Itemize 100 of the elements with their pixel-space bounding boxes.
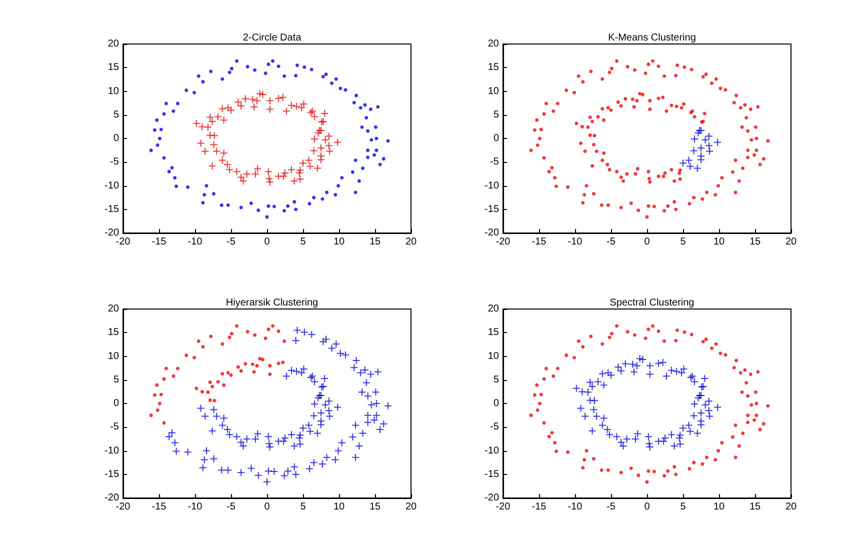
point — [281, 360, 285, 364]
point — [690, 146, 698, 155]
point — [268, 372, 272, 376]
point — [208, 380, 212, 384]
x-tick-label: -15 — [532, 236, 547, 248]
y-tick-label: 20 — [108, 304, 120, 314]
point — [149, 414, 153, 418]
y-tick-label: 10 — [108, 86, 120, 97]
x-tick-label: 20 — [405, 236, 417, 248]
y-tick-label: 0 — [113, 133, 120, 144]
x-tick-label: -15 — [152, 502, 167, 512]
x-tick-label: -15 — [532, 502, 547, 512]
point — [162, 377, 166, 381]
point — [693, 164, 702, 172]
y-tick-label: -15 — [104, 204, 120, 215]
x-tick-label: 5 — [300, 502, 306, 512]
y-tick-label: -20 — [104, 228, 120, 238]
point — [176, 366, 180, 370]
x-tick-label: 5 — [680, 502, 686, 512]
point — [228, 336, 232, 340]
y-tick-label: 15 — [108, 62, 120, 74]
point — [271, 324, 275, 328]
y-tick-label: 10 — [488, 86, 500, 97]
point — [158, 402, 162, 406]
y-tick-label: 10 — [108, 350, 120, 362]
point — [686, 162, 694, 170]
chart-title: Spectral Clustering — [610, 298, 694, 308]
y-tick-label: 0 — [493, 133, 500, 144]
point — [194, 386, 198, 390]
x-tick-label: 20 — [785, 502, 797, 512]
x-tick-label: 15 — [369, 502, 381, 512]
y-tick-label: 0 — [493, 398, 500, 409]
x-tick-label: 15 — [749, 502, 761, 512]
point — [220, 372, 224, 376]
x-tick-label: 0 — [644, 502, 650, 512]
point — [714, 138, 722, 146]
y-tick-label: -10 — [484, 180, 500, 192]
x-tick-label: 15 — [369, 236, 381, 248]
point — [201, 345, 205, 349]
point — [276, 362, 280, 366]
x-tick-label: 5 — [300, 236, 306, 248]
point — [235, 324, 239, 328]
point — [159, 392, 163, 396]
x-tick-label: 10 — [333, 502, 345, 512]
x-tick-label: -15 — [152, 236, 167, 248]
point — [222, 383, 226, 387]
y-tick-label: -5 — [490, 156, 500, 168]
point — [212, 398, 216, 402]
x-tick-label: -10 — [568, 236, 583, 248]
point — [260, 358, 264, 362]
y-tick-label: -10 — [484, 445, 500, 456]
point — [276, 329, 280, 333]
y-tick-label: -15 — [104, 468, 120, 480]
point — [255, 364, 259, 368]
point — [156, 408, 160, 412]
y-tick-label: -10 — [104, 445, 120, 456]
point — [229, 373, 233, 377]
x-tick-label: -10 — [188, 502, 203, 512]
point — [196, 339, 200, 343]
x-tick-label: 10 — [713, 502, 725, 512]
point — [264, 336, 268, 340]
point — [230, 332, 234, 336]
y-tick-label: 5 — [113, 109, 120, 120]
y-tick-label: 5 — [493, 109, 500, 120]
point — [258, 356, 262, 360]
y-tick-label: -10 — [104, 180, 120, 192]
y-tick-label: 10 — [488, 350, 500, 362]
y-tick-label: -5 — [490, 422, 500, 433]
y-tick-label: -5 — [110, 156, 120, 168]
point — [282, 339, 286, 343]
y-tick-label: -5 — [110, 422, 120, 433]
y-tick-label: -20 — [484, 228, 500, 238]
point — [697, 152, 705, 160]
chart-title: 2-Circle Data — [242, 32, 302, 44]
y-tick-label: -20 — [484, 492, 500, 504]
y-tick-label: -15 — [484, 204, 500, 215]
point — [164, 366, 168, 370]
point — [200, 390, 204, 394]
y-tick-label: 20 — [488, 304, 500, 314]
point — [236, 365, 240, 369]
chart-title: K-Means Clustering — [608, 32, 696, 44]
point — [226, 371, 230, 375]
x-tick-label: -10 — [568, 502, 583, 512]
point — [697, 144, 705, 152]
y-tick-label: 20 — [488, 38, 500, 50]
point — [266, 328, 270, 332]
chart-title: Hiyerarsik Clustering — [226, 298, 318, 308]
point — [246, 330, 250, 334]
point — [704, 132, 713, 140]
x-tick-label: -5 — [226, 236, 236, 248]
x-tick-label: 10 — [333, 236, 345, 248]
point — [679, 159, 687, 168]
point — [244, 362, 248, 366]
y-tick-label: 5 — [493, 374, 500, 386]
point — [252, 370, 256, 374]
point — [210, 384, 214, 388]
point — [192, 356, 196, 360]
point — [206, 390, 210, 394]
point — [239, 369, 243, 373]
point — [216, 380, 220, 384]
